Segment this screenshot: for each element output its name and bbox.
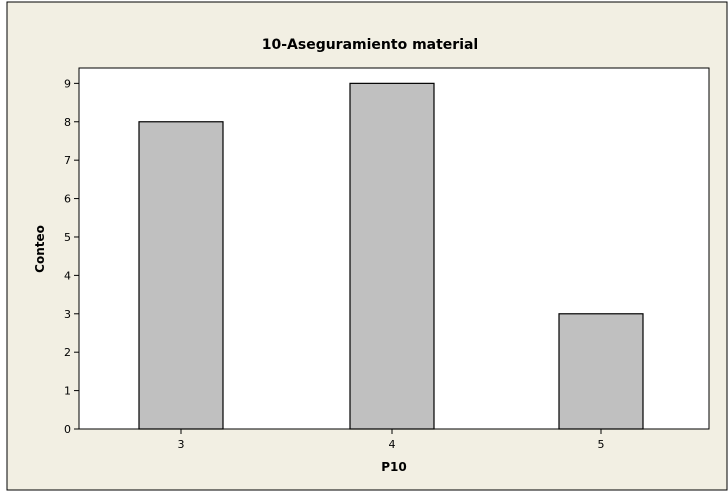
bar-5 xyxy=(558,313,644,430)
y-axis: 0 1 2 3 4 5 6 7 8 9 xyxy=(64,77,79,436)
x-tick-label: 3 xyxy=(178,438,185,451)
chart-title: 10-Aseguramiento material xyxy=(262,37,479,53)
x-axis: 3 4 5 xyxy=(178,429,605,451)
y-tick-label: 2 xyxy=(64,346,71,359)
y-tick-label: 7 xyxy=(64,154,71,167)
bar-3 xyxy=(138,121,224,430)
y-tick-label: 8 xyxy=(64,116,71,129)
y-tick-label: 4 xyxy=(64,269,71,282)
y-tick-label: 5 xyxy=(64,231,71,244)
y-tick-label: 3 xyxy=(64,308,71,321)
bar-series xyxy=(138,82,644,430)
bar-4 xyxy=(349,82,435,430)
y-tick-label: 1 xyxy=(64,385,71,398)
x-axis-label: P10 xyxy=(381,460,407,474)
y-tick-label: 6 xyxy=(64,193,71,206)
y-tick-label: 0 xyxy=(64,423,71,436)
x-tick-label: 4 xyxy=(389,438,396,451)
y-tick-label: 9 xyxy=(64,77,71,90)
y-axis-label: Conteo xyxy=(33,225,47,273)
x-tick-label: 5 xyxy=(598,438,605,451)
